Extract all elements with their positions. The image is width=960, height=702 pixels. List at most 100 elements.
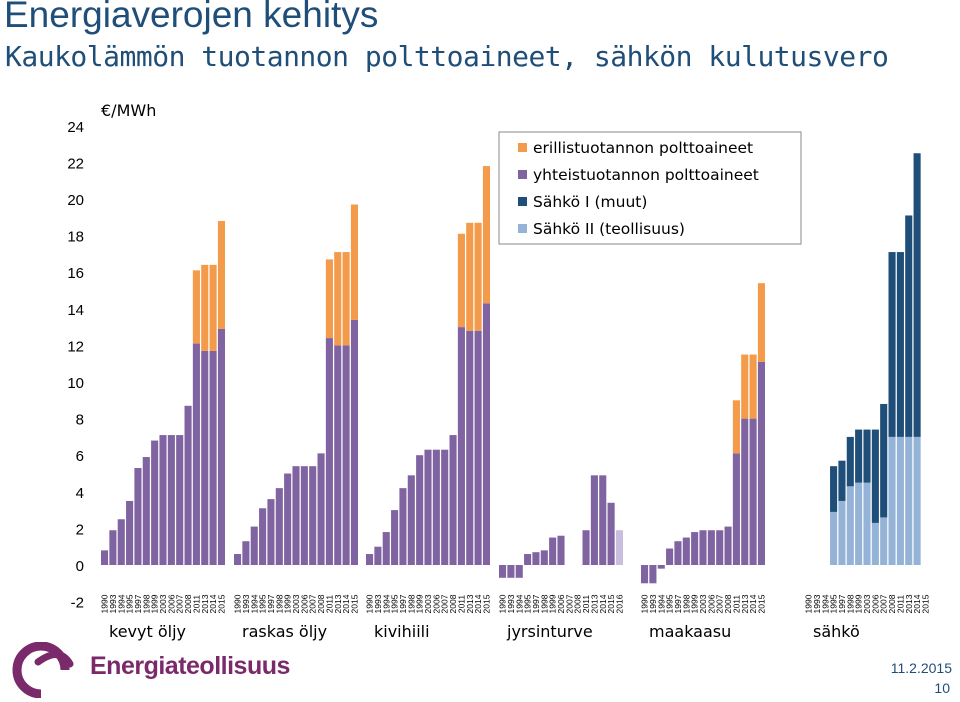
x-year-label: 2013 bbox=[200, 594, 210, 613]
group-label: kivihiili bbox=[374, 622, 430, 641]
legend-label: yhteistuotannon polttoaineet bbox=[533, 166, 759, 184]
x-year-label: 2003 bbox=[862, 594, 872, 613]
x-year-label: 2013 bbox=[904, 594, 914, 613]
bar-yhteistuotanto bbox=[757, 361, 765, 565]
bar-sahko-i bbox=[855, 429, 863, 483]
x-year-label: 2015 bbox=[481, 594, 491, 613]
y-tick-label: 4 bbox=[76, 485, 84, 502]
bar-yhteistuotanto bbox=[615, 530, 623, 565]
y-tick-label: 20 bbox=[67, 192, 84, 209]
x-year-label: 1995 bbox=[390, 594, 400, 613]
legend-swatch bbox=[518, 143, 527, 152]
bar-yhteistuotanto bbox=[582, 530, 590, 565]
x-year-label: 1994 bbox=[381, 594, 391, 613]
bar-yhteistuotanto bbox=[732, 453, 740, 565]
bar-yhteistuotanto bbox=[126, 500, 134, 565]
bar-yhteistuotanto bbox=[382, 532, 390, 565]
x-year-label: 2007 bbox=[564, 594, 574, 613]
bar-yhteistuotanto bbox=[117, 519, 125, 565]
bar-yhteistuotanto bbox=[466, 330, 474, 565]
bar-yhteistuotanto bbox=[416, 455, 424, 565]
y-tick-label: 2 bbox=[76, 521, 84, 538]
y-tick-label: 24 bbox=[67, 119, 84, 136]
x-year-label: 2015 bbox=[756, 594, 766, 613]
x-year-label: 1993 bbox=[506, 594, 516, 613]
y-tick-label: 12 bbox=[67, 338, 84, 355]
x-year-label: 1993 bbox=[648, 594, 658, 613]
group-label: maakaasu bbox=[649, 622, 731, 641]
bar-yhteistuotanto bbox=[209, 350, 217, 565]
bar-sahko-ii bbox=[871, 522, 879, 565]
x-year-label: 1998 bbox=[845, 594, 855, 613]
x-year-label: 1999 bbox=[548, 594, 558, 613]
bar-yhteistuotanto bbox=[474, 330, 482, 565]
x-year-label: 1997 bbox=[673, 594, 683, 613]
bar-sahko-ii bbox=[896, 436, 904, 565]
bar-yhteistuotanto bbox=[325, 338, 333, 565]
bar-erillistuotanto bbox=[457, 233, 465, 328]
logo-text: Energiateollisuus bbox=[90, 652, 290, 680]
bar-erillistuotanto bbox=[334, 252, 342, 346]
x-year-label: 2014 bbox=[208, 594, 218, 613]
bar-yhteistuotanto bbox=[284, 473, 292, 565]
bar-yhteistuotanto bbox=[201, 350, 209, 565]
x-year-label: 2008 bbox=[448, 594, 458, 613]
bar-sahko-i bbox=[913, 153, 921, 437]
bar-sahko-i bbox=[871, 429, 879, 523]
x-year-label: 1997 bbox=[837, 594, 847, 613]
x-year-label: 2007 bbox=[175, 594, 185, 613]
bar-yhteistuotanto bbox=[391, 510, 399, 565]
x-year-label: 2003 bbox=[423, 594, 433, 613]
bar-erillistuotanto bbox=[757, 283, 765, 362]
y-tick-label: 8 bbox=[76, 412, 84, 429]
page-number: 10 bbox=[934, 680, 950, 696]
bar-yhteistuotanto bbox=[607, 502, 615, 565]
x-year-label: 2008 bbox=[723, 594, 733, 613]
bar-yhteistuotanto bbox=[724, 526, 732, 565]
bar-yhteistuotanto bbox=[192, 343, 200, 565]
bar-yhteistuotanto bbox=[250, 526, 258, 565]
bar-yhteistuotanto bbox=[741, 418, 749, 565]
y-tick-label: 16 bbox=[67, 265, 84, 282]
x-year-label: 1997 bbox=[133, 594, 143, 613]
bar-yhteistuotanto bbox=[407, 475, 415, 565]
bar-yhteistuotanto bbox=[366, 554, 374, 565]
bar-yhteistuotanto bbox=[300, 466, 308, 565]
x-year-label: 1993 bbox=[812, 594, 822, 613]
bar-yhteistuotanto bbox=[457, 327, 465, 565]
x-year-label: 2007 bbox=[879, 594, 889, 613]
x-year-label: 1999 bbox=[690, 594, 700, 613]
bar-yhteistuotanto bbox=[691, 532, 699, 565]
x-year-label: 2008 bbox=[573, 594, 583, 613]
bar-erillistuotanto bbox=[482, 166, 490, 304]
legend-swatch bbox=[518, 170, 527, 179]
page-subtitle: Kaukolämmön tuotannon polttoaineet, sähk… bbox=[5, 40, 889, 73]
x-year-label: 2003 bbox=[698, 594, 708, 613]
legend-box bbox=[498, 131, 802, 245]
group-label: raskas öljy bbox=[242, 622, 327, 641]
bar-sahko-i bbox=[830, 466, 838, 512]
bar-yhteistuotanto bbox=[217, 328, 225, 565]
x-year-label: 1999 bbox=[283, 594, 293, 613]
bar-sahko-ii bbox=[913, 436, 921, 565]
bar-yhteistuotanto bbox=[176, 435, 184, 565]
bar-yhteistuotanto bbox=[167, 435, 175, 565]
x-year-label: 1990 bbox=[804, 594, 814, 613]
bar-yhteistuotanto bbox=[540, 550, 548, 565]
legend-swatch bbox=[518, 224, 527, 233]
x-year-label: 2011 bbox=[895, 595, 905, 614]
bar-yhteistuotanto bbox=[590, 475, 598, 565]
x-year-label: 2006 bbox=[299, 594, 309, 613]
x-year-label: 2013 bbox=[740, 594, 750, 613]
x-year-label: 2003 bbox=[158, 594, 168, 613]
x-year-label: 2007 bbox=[715, 594, 725, 613]
x-year-label: 2013 bbox=[333, 594, 343, 613]
bar-yhteistuotanto bbox=[682, 537, 690, 565]
x-year-label: 2006 bbox=[556, 594, 566, 613]
group-label: jyrsinturve bbox=[506, 622, 593, 641]
bar-yhteistuotanto bbox=[374, 546, 382, 565]
x-year-label: 2011 bbox=[191, 595, 201, 614]
x-year-label: 1995 bbox=[665, 594, 675, 613]
bar-yhteistuotanto bbox=[159, 435, 167, 565]
bar-yhteistuotanto bbox=[749, 418, 757, 565]
